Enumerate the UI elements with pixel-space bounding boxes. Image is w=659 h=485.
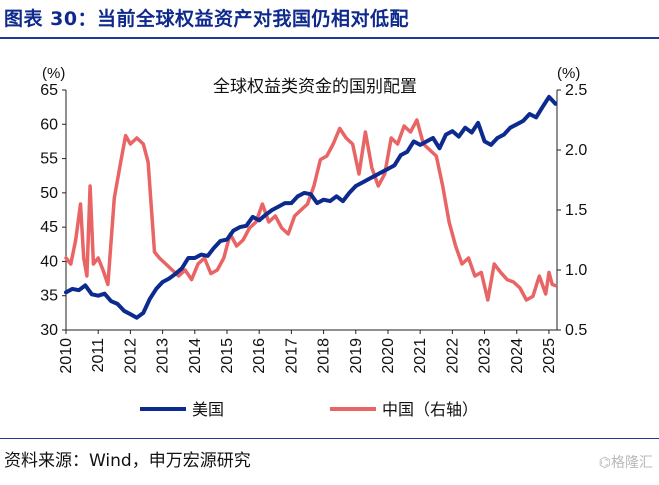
- right-tick-label: 1.5: [565, 202, 587, 219]
- x-tick-label: 2025: [541, 338, 558, 374]
- right-tick-label: 0.5: [565, 322, 587, 339]
- chart-title: 全球权益类资金的国别配置: [213, 77, 417, 97]
- x-tick-label: 2024: [509, 338, 526, 374]
- right-axis-unit: (%): [557, 65, 580, 82]
- x-tick-label: 2022: [444, 338, 461, 374]
- header-divider: [0, 37, 659, 39]
- footer-divider: [0, 438, 659, 439]
- left-tick-label: 45: [40, 219, 58, 236]
- legend-label-china: 中国（右轴）: [382, 400, 478, 419]
- left-tick-label: 50: [40, 185, 58, 202]
- left-tick-label: 60: [40, 116, 58, 133]
- legend-label-us: 美国: [192, 400, 224, 419]
- x-tick-label: 2019: [348, 338, 365, 374]
- x-tick-label: 2013: [155, 338, 172, 374]
- right-tick-label: 2.0: [565, 142, 587, 159]
- source-note: 资料来源：Wind，申万宏源研究: [4, 451, 251, 471]
- left-tick-label: 55: [40, 151, 58, 168]
- series-line-china: [64, 118, 558, 302]
- x-tick-label: 2023: [477, 338, 494, 374]
- x-tick-label: 2017: [283, 338, 300, 374]
- x-tick-label: 2014: [187, 338, 204, 374]
- x-tick-label: 2016: [251, 338, 268, 374]
- right-tick-label: 2.5: [565, 82, 587, 99]
- left-tick-label: 30: [40, 322, 58, 339]
- x-tick-label: 2010: [58, 338, 75, 374]
- right-tick-label: 1.0: [565, 262, 587, 279]
- figure-title: 图表 30：当前全球权益资产对我国仍相对低配: [4, 8, 410, 30]
- left-axis-unit: (%): [42, 65, 65, 82]
- series-line-us: [64, 94, 558, 320]
- watermark-logo: ⌬格隆汇: [598, 455, 653, 471]
- left-tick-label: 35: [40, 288, 58, 305]
- x-tick-label: 2020: [380, 338, 397, 374]
- x-tick-label: 2015: [219, 338, 236, 374]
- x-tick-label: 2018: [316, 338, 333, 374]
- x-tick-label: 2011: [90, 338, 107, 373]
- left-tick-label: 40: [40, 253, 58, 270]
- x-tick-label: 2012: [122, 338, 139, 374]
- x-tick-label: 2021: [412, 338, 429, 374]
- left-tick-label: 65: [40, 82, 58, 99]
